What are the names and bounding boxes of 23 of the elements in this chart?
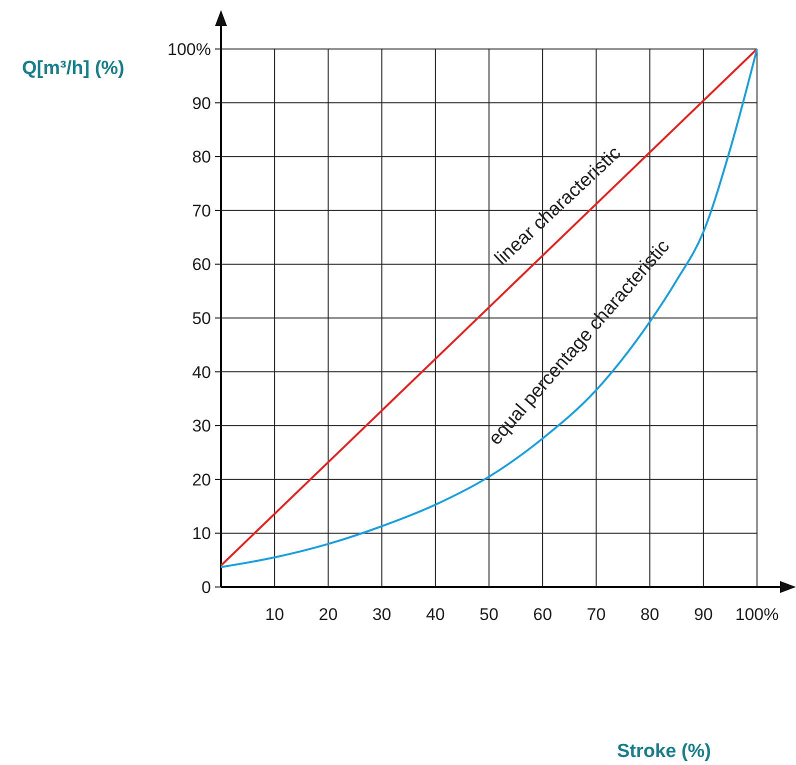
- x-tick-label: 70: [586, 605, 606, 624]
- x-tick-label: 30: [372, 605, 392, 624]
- x-tick-label: 80: [640, 605, 660, 624]
- y-tick-label: 100%: [168, 40, 211, 59]
- y-tick-label: 30: [192, 416, 211, 436]
- x-tick-label: 20: [318, 605, 338, 624]
- x-tick-label: 60: [533, 605, 552, 624]
- x-tick-label: 10: [265, 605, 284, 624]
- x-tick-label: 90: [694, 605, 713, 624]
- text: Stroke (%): [617, 741, 711, 762]
- y-tick-label: 10: [192, 524, 211, 544]
- y-tick-label: 80: [192, 148, 211, 167]
- y-tick-label: 40: [192, 362, 211, 382]
- y-tick-label: 20: [192, 470, 211, 490]
- y-tick-label: 0: [202, 578, 211, 597]
- y-axis-title: Q[m³/h] (%): [22, 58, 124, 79]
- x-tick-label: 40: [426, 605, 445, 624]
- y-tick-label: 90: [192, 94, 211, 113]
- x-tick-label: 50: [480, 605, 498, 624]
- y-tick-label: 60: [192, 255, 211, 274]
- y-tick-label: 70: [192, 201, 211, 220]
- x-tick-label: 100%: [735, 605, 779, 624]
- y-tick-label: 50: [192, 308, 211, 328]
